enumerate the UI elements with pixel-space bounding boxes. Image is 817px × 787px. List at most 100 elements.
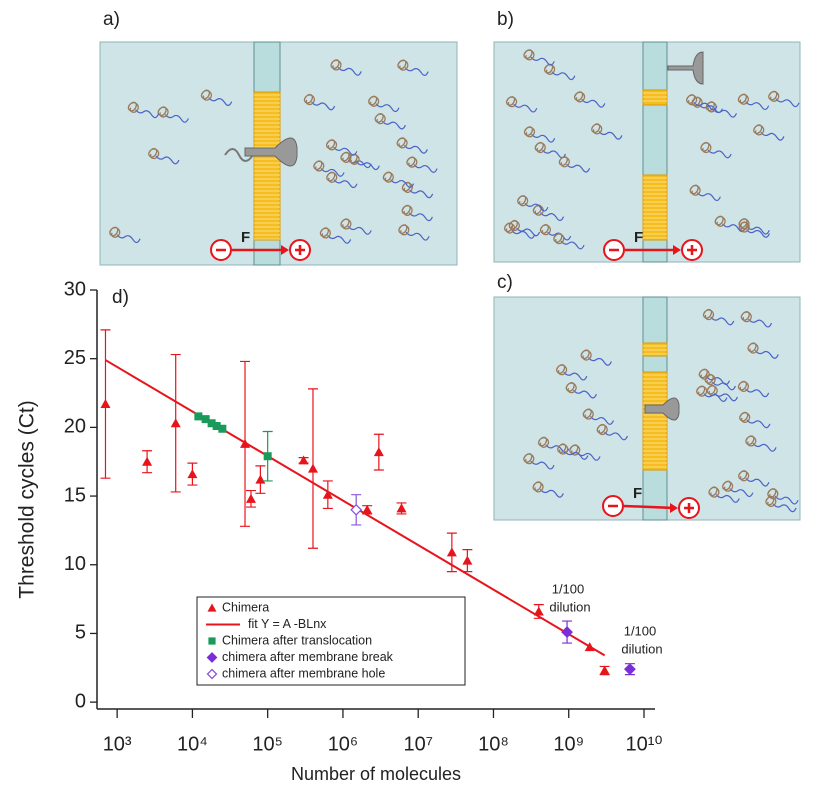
molecule [534,141,546,154]
molecule-tail [530,460,555,470]
molecule [319,227,331,239]
molecule-tail [566,163,591,173]
molecule [517,195,529,207]
legend-label: chimera after membrane break [222,650,394,664]
molecule [508,219,520,232]
molecule-tail [355,161,380,171]
molecule [765,495,777,507]
molecule [523,126,536,138]
data-point [187,469,198,479]
molecule [544,63,556,75]
molecule-tail [164,114,189,123]
force-arrowhead [670,503,678,513]
data-point [599,665,610,675]
plus-sign [687,245,697,255]
legend-label: Chimera [222,600,269,614]
molecule [157,106,169,118]
molecule-tail [746,419,771,429]
molecule [739,411,751,423]
panel-label: a) [103,9,120,30]
molecule [558,156,570,168]
y-tick-label: 0 [75,690,86,712]
molecule-tail [581,98,606,108]
molecule [737,380,749,392]
data-point [142,456,153,466]
molecule-tail [333,179,358,189]
molecule [537,436,550,448]
molecule-tail [409,189,434,199]
molecule-tail [405,231,430,241]
molecule-tail [564,451,589,460]
molecule-tail [598,130,623,140]
molecule-tail [774,495,799,505]
molecule [532,481,544,493]
data-point [533,606,544,616]
molecule-tail [745,101,770,111]
legend-swatch [208,637,216,645]
molecule [738,221,750,233]
molecule-tail [551,71,576,81]
data-point [245,493,256,503]
x-tick-label: 10⁶ [328,733,358,755]
molecule-tail [696,192,721,202]
molecule-tail [155,155,180,165]
molecule-tail [403,144,428,154]
molecule-tail [311,101,336,111]
y-tick-label: 15 [64,484,86,506]
molecule [569,444,581,456]
molecule-tail [208,97,233,106]
molecule [708,486,720,498]
molecule-tail [513,103,538,113]
molecule [313,160,325,172]
plus-sign [295,245,305,255]
molecule-tail [772,503,797,513]
molecule-tail [745,225,770,235]
molecule-tail [572,389,597,399]
molecule [109,226,121,238]
molecule [580,349,592,361]
molecule [330,59,342,71]
molecule [127,101,139,113]
x-tick-label: 10⁴ [177,733,208,755]
molecule [702,308,715,321]
molecule [582,408,594,420]
legend-label: fit Y = A -BLnx [248,617,327,631]
molecule [401,204,413,216]
panel-label: b) [497,9,514,30]
x-tick-label: 10³ [103,733,132,755]
x-axis-label: Number of molecules [291,764,461,784]
molecule-tail [408,212,433,222]
data-point [362,504,373,514]
x-tick-label: 10⁹ [553,733,584,755]
molecule [326,171,338,183]
y-tick-label: 10 [64,553,86,575]
annotation: 1/100 [624,623,657,638]
molecule [737,93,749,105]
x-tick-label: 10⁵ [252,733,283,755]
molecule [596,423,608,436]
molecule [396,137,408,149]
molecule [745,435,757,447]
molecule [200,89,213,101]
force-arrowhead [673,245,681,255]
molecule-tail [710,316,735,326]
molecule [689,184,701,196]
molecule [696,385,708,397]
molecule-tail [590,416,615,425]
legend-label: Chimera after translocation [222,633,372,647]
molecule-tail [754,350,779,359]
data-point [298,455,309,465]
y-tick-label: 20 [64,416,86,438]
molecule-tail [320,168,345,177]
molecule-tail [707,149,732,159]
molecule-tail [693,101,718,111]
panel-label: c) [497,272,513,293]
molecule-tail [760,131,785,141]
force-label: F [634,229,643,246]
molecule-tail [745,477,770,487]
molecule [397,59,409,71]
data-point [212,422,221,431]
molecule-tail [604,431,629,441]
data-point [100,399,111,409]
